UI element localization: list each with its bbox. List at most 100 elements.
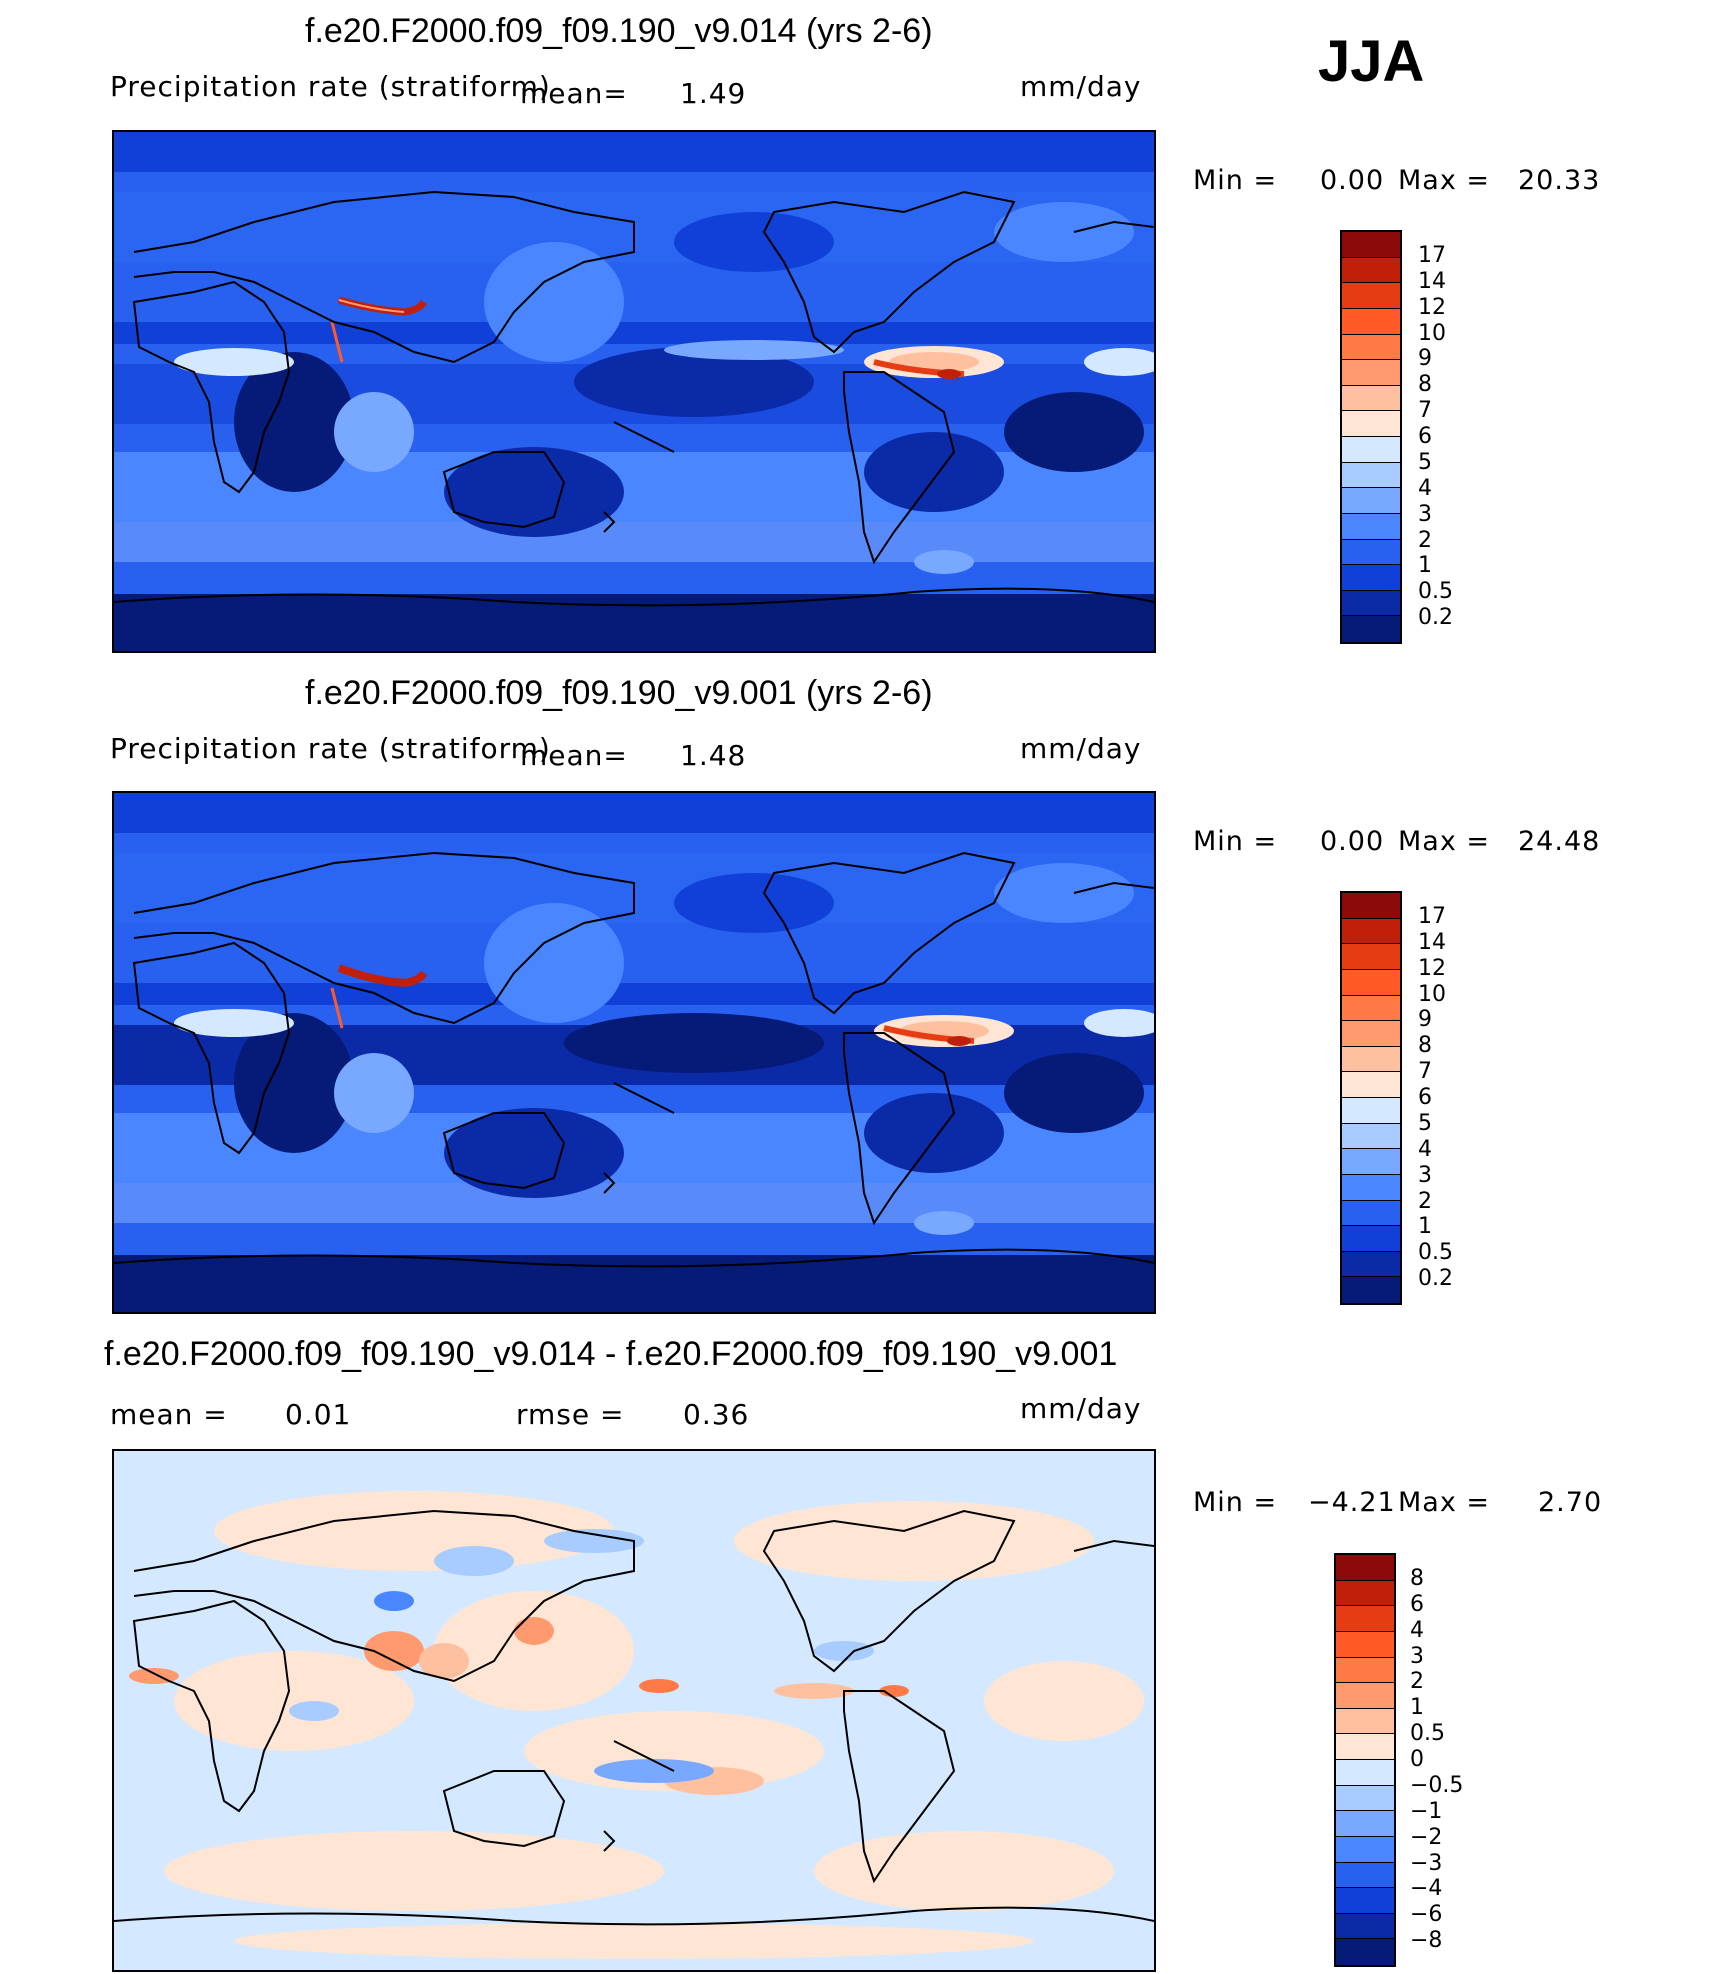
colorbar-tick-label: 0.2	[1418, 605, 1453, 631]
colorbar-tick-label: 2	[1418, 1188, 1432, 1214]
panel-3-mean-label: mean =	[110, 1398, 228, 1431]
colorbar-segment	[1342, 539, 1400, 566]
colorbar-tick-label: 3	[1418, 501, 1432, 527]
colorbar-segment	[1342, 590, 1400, 617]
panel-3-colorbar	[1334, 1553, 1396, 1967]
colorbar-tick-label: 14	[1418, 929, 1446, 955]
colorbar-tick-label: 0.5	[1418, 1240, 1453, 1266]
panel-2-min-label: Min =	[1193, 826, 1278, 857]
panel-3-map	[112, 1449, 1156, 1972]
colorbar-segment	[1342, 944, 1400, 970]
panel-3-map-svg	[114, 1451, 1154, 1970]
colorbar-segment	[1342, 1200, 1400, 1227]
panel-3-max-label: Max =	[1398, 1487, 1491, 1518]
panel-1-map-svg	[114, 132, 1154, 651]
colorbar-tick-label: −3	[1410, 1850, 1443, 1876]
panel-3-units: mm/day	[1020, 1392, 1142, 1425]
colorbar-tick-label: 10	[1418, 981, 1446, 1007]
colorbar-segment	[1342, 283, 1400, 309]
colorbar-tick-label: 1	[1418, 1214, 1432, 1240]
colorbar-segment	[1336, 1683, 1394, 1709]
colorbar-tick-label: 7	[1418, 1059, 1432, 1085]
colorbar-tick-label: 3	[1410, 1643, 1424, 1669]
panel-3-min-label: Min =	[1193, 1487, 1278, 1518]
colorbar-tick-label: 8	[1418, 1033, 1432, 1059]
panel-3-rmse-value: 0.36	[683, 1398, 750, 1431]
panel-2-min-value: 0.00	[1320, 826, 1385, 857]
panel-1-max-value: 20.33	[1518, 165, 1601, 196]
colorbar-tick-label: 1	[1410, 1695, 1424, 1721]
panel-1-map	[112, 130, 1156, 653]
colorbar-segment	[1342, 565, 1400, 591]
colorbar-segment	[1342, 1277, 1400, 1303]
colorbar-tick-label: 6	[1418, 424, 1432, 449]
colorbar-tick-label: 4	[1410, 1617, 1424, 1643]
panel-2-max-value: 24.48	[1518, 826, 1601, 857]
colorbar-tick-label: 4	[1418, 1136, 1432, 1162]
colorbar-tick-label: 0.5	[1418, 579, 1453, 605]
colorbar-tick-label: 0	[1410, 1747, 1424, 1772]
colorbar-segment	[1336, 1708, 1394, 1735]
colorbar-tick-label: 4	[1418, 475, 1432, 501]
panel-2-variable: Precipitation rate (stratiform)	[110, 732, 551, 765]
panel-2-colorbar	[1340, 891, 1402, 1305]
panel-2-title: f.e20.F2000.f09_f09.190_v9.001 (yrs 2-6)	[305, 674, 933, 712]
panel-2-mean-value: 1.48	[680, 739, 747, 772]
season-label: JJA	[1318, 29, 1425, 94]
colorbar-segment	[1342, 513, 1400, 540]
colorbar-segment	[1342, 462, 1400, 489]
colorbar-tick-label: 0.5	[1410, 1721, 1445, 1747]
panel-3-min-value: −4.21	[1308, 1487, 1396, 1518]
colorbar-segment	[1342, 1226, 1400, 1252]
colorbar-segment	[1336, 1888, 1394, 1914]
panel-1-units: mm/day	[1020, 70, 1142, 103]
colorbar-segment	[1342, 1174, 1400, 1201]
colorbar-segment	[1342, 411, 1400, 437]
colorbar-segment	[1342, 257, 1400, 284]
colorbar-tick-label: −1	[1410, 1798, 1443, 1824]
colorbar-segment	[1342, 437, 1400, 463]
panel-2-mean-label: mean=	[520, 739, 628, 772]
colorbar-tick-label: −8	[1410, 1928, 1443, 1954]
colorbar-segment	[1336, 1913, 1394, 1940]
panel-2-max-label: Max =	[1398, 826, 1491, 857]
colorbar-segment	[1336, 1760, 1394, 1786]
colorbar-segment	[1336, 1836, 1394, 1863]
colorbar-segment	[1342, 1149, 1400, 1175]
colorbar-segment	[1342, 1021, 1400, 1047]
panel-1-colorbar	[1340, 230, 1402, 644]
colorbar-tick-label: 8	[1410, 1565, 1424, 1591]
panel-1-mean-value: 1.49	[680, 77, 747, 110]
colorbar-tick-label: 12	[1418, 955, 1446, 981]
colorbar-segment	[1336, 1785, 1394, 1812]
colorbar-segment	[1342, 1251, 1400, 1278]
colorbar-tick-label: −2	[1410, 1824, 1443, 1850]
colorbar-tick-label: 5	[1418, 449, 1432, 475]
colorbar-tick-label: 17	[1418, 903, 1446, 929]
panel-1-min-label: Min =	[1193, 165, 1278, 196]
panel-2-map-svg	[114, 793, 1154, 1312]
panel-2-units: mm/day	[1020, 732, 1142, 765]
colorbar-segment	[1342, 995, 1400, 1022]
colorbar-tick-label: 7	[1418, 398, 1432, 424]
colorbar-segment	[1342, 616, 1400, 642]
colorbar-segment	[1342, 385, 1400, 412]
panel-3-rmse-label: rmse =	[516, 1398, 625, 1431]
colorbar-segment	[1342, 308, 1400, 335]
colorbar-tick-label: 8	[1418, 372, 1432, 398]
panel-2-colorbar-labels: 17 14 12 10 9 8 7 6 5 4 3 2 1 0.5 0.2	[1418, 891, 1538, 1305]
colorbar-tick-label: 0.2	[1418, 1266, 1453, 1292]
colorbar-tick-label: 6	[1418, 1085, 1432, 1110]
colorbar-tick-label: 1	[1418, 553, 1432, 579]
panel-2-map	[112, 791, 1156, 1314]
colorbar-segment	[1336, 1657, 1394, 1684]
colorbar-segment	[1342, 969, 1400, 996]
colorbar-segment	[1336, 1939, 1394, 1965]
colorbar-tick-label: 3	[1418, 1162, 1432, 1188]
colorbar-tick-label: 17	[1418, 242, 1446, 268]
panel-1-min-value: 0.00	[1320, 165, 1385, 196]
colorbar-tick-label: 14	[1418, 268, 1446, 294]
colorbar-segment	[1342, 918, 1400, 945]
colorbar-tick-label: 6	[1410, 1591, 1424, 1617]
colorbar-segment	[1336, 1631, 1394, 1658]
